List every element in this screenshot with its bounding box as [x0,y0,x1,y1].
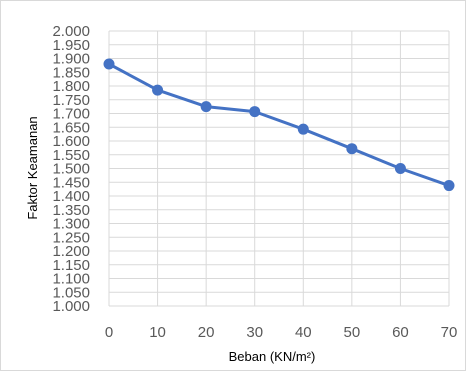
y-tick-label: 1.750 [52,92,90,109]
y-tick-label: 1.850 [52,64,90,81]
x-tick-label: 40 [295,324,312,341]
data-point [249,106,261,118]
y-tick-label: 1.250 [52,229,90,246]
y-tick-label: 1.900 [52,51,90,68]
data-point [152,84,164,96]
x-tick-label: 70 [441,324,458,341]
x-tick-label: 60 [392,324,409,341]
gridlines [108,30,450,307]
y-tick-label: 1.950 [52,37,90,54]
series-line [107,62,451,188]
y-tick-label: 2.000 [52,23,90,40]
y-tick-label: 1.150 [52,257,90,274]
x-axis-ticks: 0 10 20 30 40 50 60 70 [105,324,458,341]
data-point [394,163,406,174]
y-tick-label: 1.500 [52,161,90,178]
y-tick-label: 1.050 [52,284,90,301]
y-tick-label: 1.350 [52,202,90,219]
data-point [443,180,455,192]
y-axis-title: Faktor Keamanan [25,116,40,219]
x-tick-label: 0 [105,324,113,341]
x-tick-label: 50 [344,324,361,341]
data-point [103,58,115,70]
y-tick-label: 1.650 [52,119,90,136]
y-tick-label: 1.550 [52,147,90,164]
x-tick-label: 10 [149,324,166,341]
y-tick-label: 1.700 [52,106,90,123]
y-tick-label: 1.200 [52,243,90,260]
data-point [346,143,358,155]
x-tick-label: 30 [246,324,263,341]
series [103,58,455,192]
y-axis-ticks: 1.0001.0501.1001.1501.2001.2501.3001.350… [52,23,90,315]
y-tick-label: 1.000 [52,298,90,315]
x-tick-label: 20 [198,324,215,341]
y-tick-label: 1.450 [52,174,90,191]
data-point [297,123,309,135]
y-tick-label: 1.400 [52,188,90,205]
y-tick-label: 1.100 [52,271,90,288]
data-point [200,101,212,113]
y-tick-label: 1.800 [52,78,90,95]
y-tick-label: 1.600 [52,133,90,150]
y-tick-label: 1.300 [52,216,90,233]
x-axis-title: Beban (KN/m²) [229,349,316,364]
